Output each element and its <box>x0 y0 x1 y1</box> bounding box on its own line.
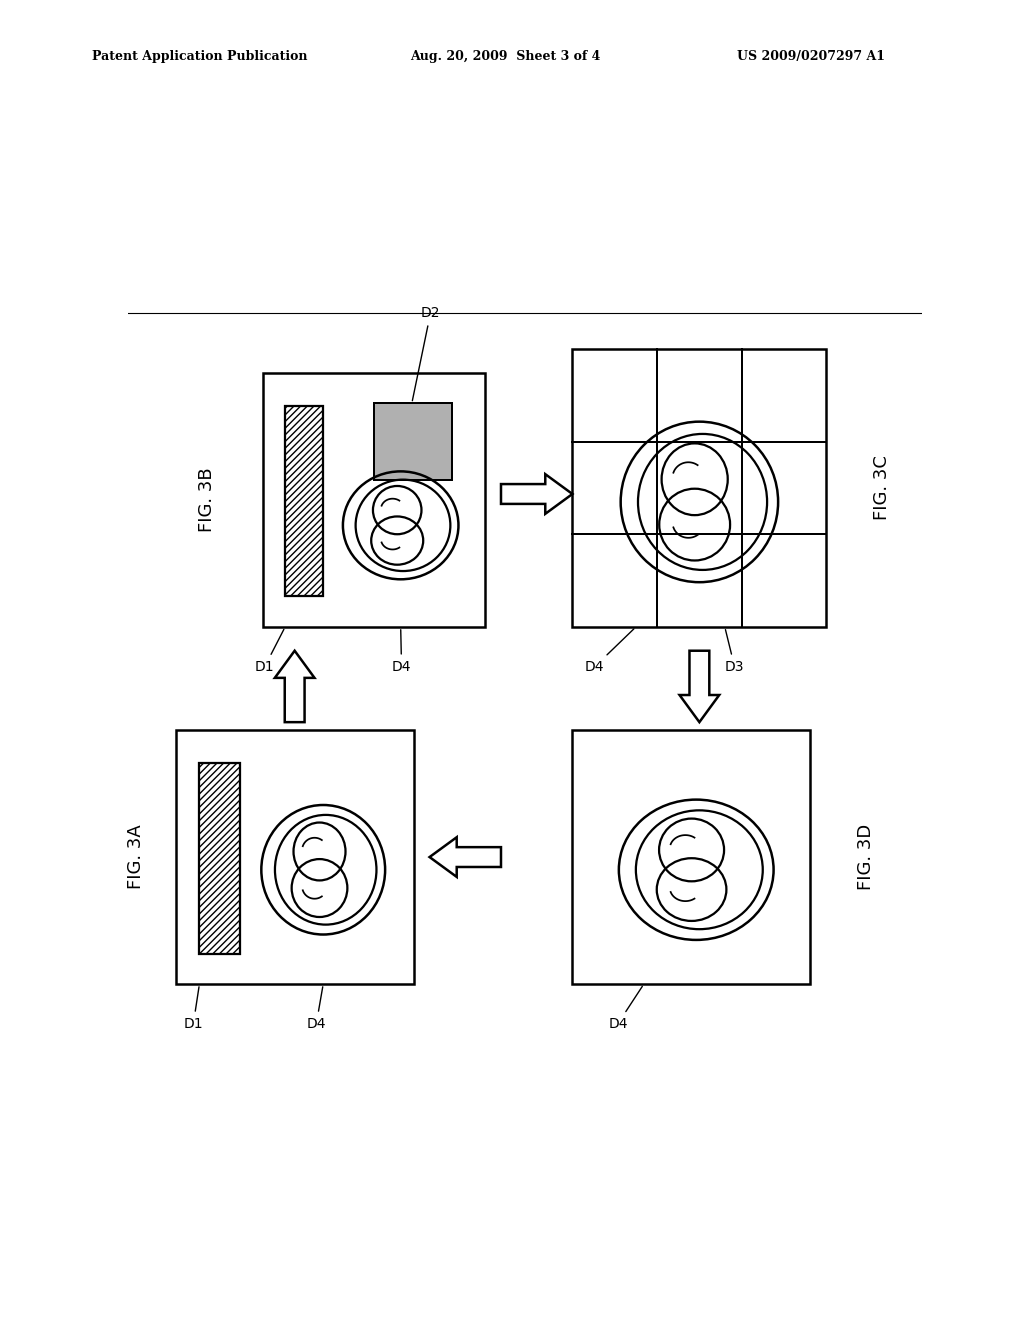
Bar <box>572 350 826 627</box>
Text: D4: D4 <box>608 986 642 1031</box>
Polygon shape <box>274 651 314 722</box>
Text: FIG. 3B: FIG. 3B <box>199 467 216 532</box>
Bar <box>263 374 485 627</box>
Polygon shape <box>501 474 572 513</box>
Text: D4: D4 <box>392 630 412 673</box>
Text: D1: D1 <box>255 630 284 673</box>
Text: FIG. 3C: FIG. 3C <box>872 455 891 520</box>
Text: D2: D2 <box>413 306 440 401</box>
Text: US 2009/0207297 A1: US 2009/0207297 A1 <box>737 50 886 63</box>
Bar <box>374 404 452 479</box>
Text: FIG. 3D: FIG. 3D <box>857 824 876 890</box>
Bar <box>176 730 414 983</box>
Text: Aug. 20, 2009  Sheet 3 of 4: Aug. 20, 2009 Sheet 3 of 4 <box>410 50 600 63</box>
Text: D4: D4 <box>306 987 326 1031</box>
Bar <box>200 763 240 953</box>
Bar <box>572 730 811 983</box>
Text: FIG. 3A: FIG. 3A <box>127 825 145 890</box>
Text: Patent Application Publication: Patent Application Publication <box>92 50 307 63</box>
Polygon shape <box>430 837 501 876</box>
Text: D1: D1 <box>183 987 203 1031</box>
Text: D4: D4 <box>585 628 634 673</box>
Polygon shape <box>680 651 719 722</box>
Bar <box>285 407 323 597</box>
Text: D3: D3 <box>725 630 744 673</box>
